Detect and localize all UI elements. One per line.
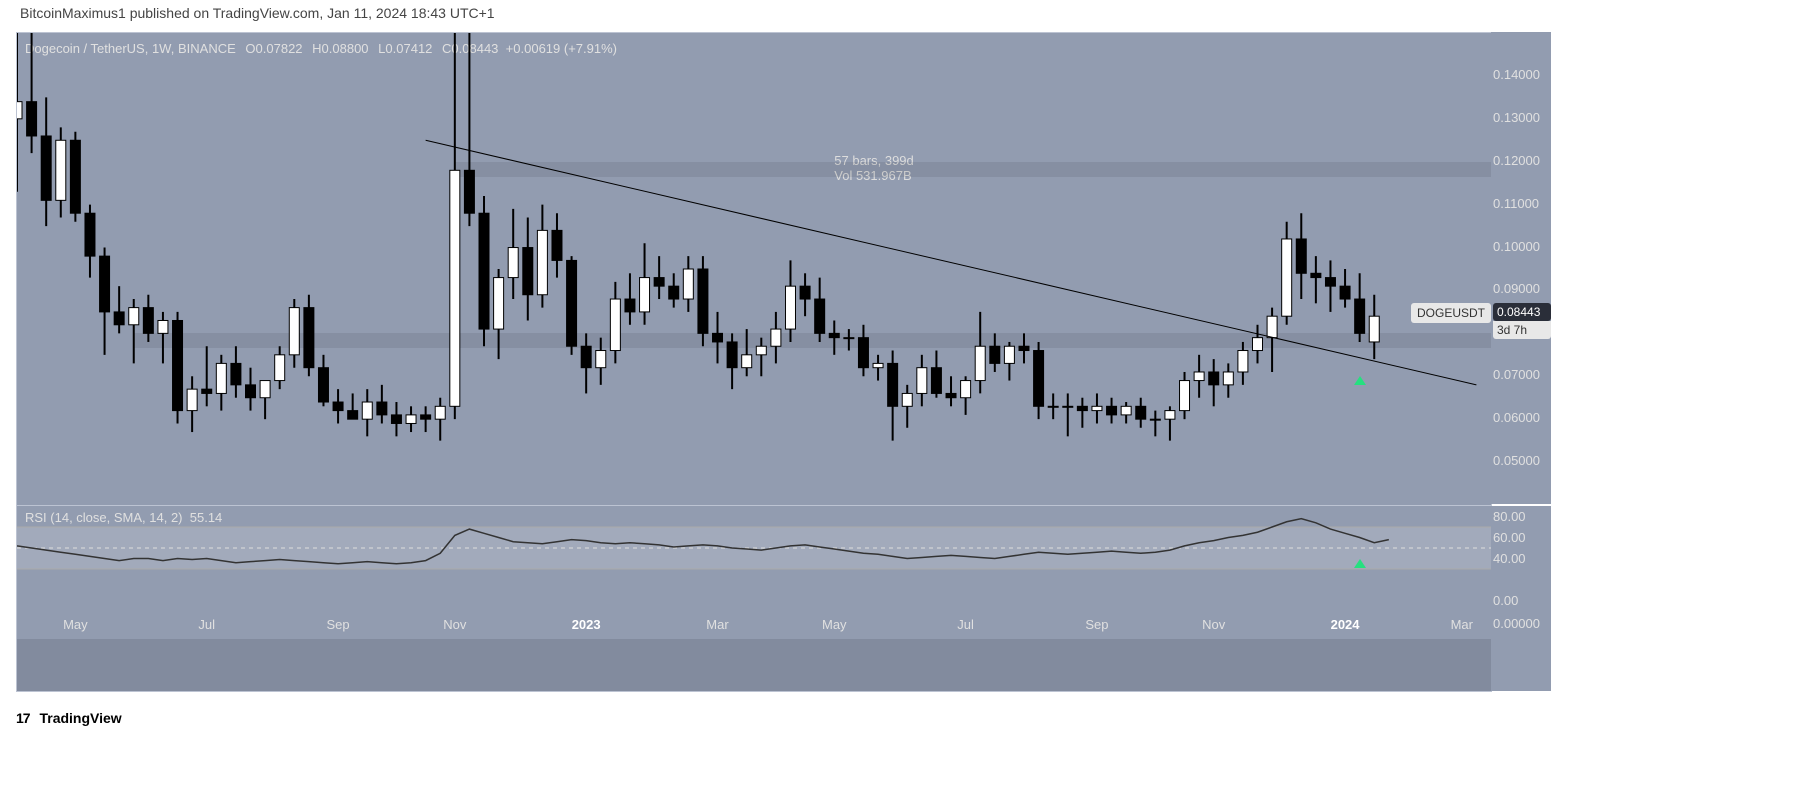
rsi-tick: 0.00 (1487, 593, 1551, 608)
price-pane[interactable]: Dogecoin / TetherUS, 1W, BINANCE O0.0782… (16, 32, 1492, 506)
time-axis[interactable]: May Jul Sep Nov 2023 Mar May Jul Sep Nov 2024 Mar (16, 611, 1492, 692)
bullish-arrow-icon (1354, 376, 1366, 385)
bullish-arrow-icon (1354, 559, 1366, 568)
time-tick: Jul (957, 617, 974, 632)
blank-axis: 0.00000 (1491, 611, 1551, 691)
price-tick: 0.14000 (1487, 67, 1551, 82)
price-tick: 0.13000 (1487, 110, 1551, 125)
current-price-box: 0.08443 (1493, 303, 1551, 321)
time-tick: Mar (1451, 617, 1473, 632)
time-tick: Jul (198, 617, 215, 632)
symbol-badge: DOGEUSDT (1411, 303, 1491, 323)
price-axis[interactable]: 0.050000.060000.070000.084430.090000.100… (1491, 32, 1551, 504)
blank-pane-bg (17, 611, 1491, 691)
time-tick: 2023 (572, 617, 601, 632)
price-tick: 0.07000 (1487, 367, 1551, 382)
rsi-tick: 40.00 (1487, 551, 1551, 566)
price-tick: 0.09000 (1487, 281, 1551, 296)
time-tick: Sep (326, 617, 349, 632)
time-tick: Nov (1202, 617, 1225, 632)
trendline[interactable] (17, 33, 1491, 505)
time-tick: May (63, 617, 88, 632)
countdown-box: 3d 7h (1493, 321, 1551, 339)
rsi-axis[interactable]: 0.0040.0060.0080.00 (1491, 506, 1551, 611)
rsi-tick: 80.00 (1487, 509, 1551, 524)
price-tick: 0.12000 (1487, 153, 1551, 168)
price-tick: 0.06000 (1487, 410, 1551, 425)
tradingview-logo-icon: 17 (16, 704, 30, 732)
price-tick: 0.11000 (1487, 196, 1551, 211)
price-tick: 0.05000 (1487, 453, 1551, 468)
rsi-chart (17, 506, 1491, 611)
time-tick: 2024 (1331, 617, 1360, 632)
time-tick: Sep (1085, 617, 1108, 632)
publish-header: BitcoinMaximus1 published on TradingView… (0, 0, 1807, 26)
time-tick: May (822, 617, 847, 632)
footer: 17 TradingView (16, 704, 1551, 732)
zero-label: 0.00000 (1487, 616, 1551, 631)
time-tick: Nov (443, 617, 466, 632)
rsi-pane[interactable]: RSI (14, close, SMA, 14, 2) 55.14 (16, 506, 1492, 612)
time-tick: Mar (706, 617, 728, 632)
rsi-tick: 60.00 (1487, 530, 1551, 545)
price-tick: 0.10000 (1487, 239, 1551, 254)
